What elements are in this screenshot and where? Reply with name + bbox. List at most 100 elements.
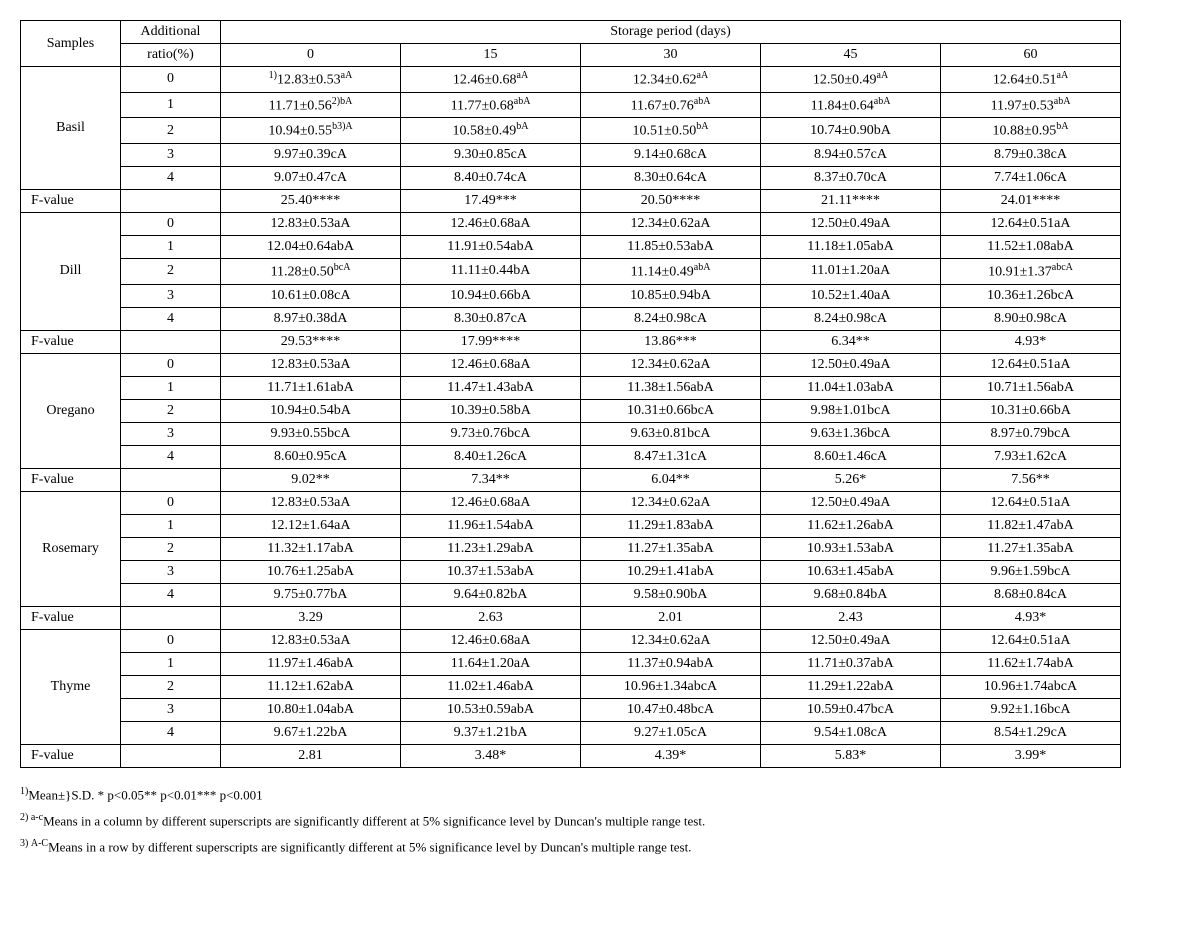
table-row: 111.71±0.562)bA11.77±0.68abA11.67±0.76ab… — [21, 92, 1121, 118]
data-cell: 10.37±1.53abA — [401, 560, 581, 583]
data-cell: 12.46±0.68aA — [401, 67, 581, 93]
data-cell: 9.75±0.77bA — [221, 583, 401, 606]
data-table: Samples Additional Storage period (days)… — [20, 20, 1121, 768]
data-cell: 8.54±1.29cA — [941, 721, 1121, 744]
table-row: 211.12±1.62abA11.02±1.46abA10.96±1.34abc… — [21, 675, 1121, 698]
fvalue-label-cell: F-value — [21, 744, 121, 767]
ratio-cell: 0 — [121, 353, 221, 376]
data-cell: 12.50±0.49aA — [761, 491, 941, 514]
footnote-1: 1)Mean±}S.D. * p<0.05** p<0.01*** p<0.00… — [20, 782, 1173, 808]
ratio-cell: 0 — [121, 629, 221, 652]
data-cell: 11.52±1.08abA — [941, 235, 1121, 258]
footnote-3-text: Means in a row by different superscripts… — [48, 840, 691, 855]
ratio-cell: 0 — [121, 491, 221, 514]
data-cell: 8.60±1.46cA — [761, 445, 941, 468]
data-cell: 9.54±1.08cA — [761, 721, 941, 744]
table-row: Thyme012.83±0.53aA12.46±0.68aA12.34±0.62… — [21, 629, 1121, 652]
sample-name-cell: Thyme — [21, 629, 121, 744]
ratio-cell: 3 — [121, 284, 221, 307]
data-cell: 10.96±1.34abcA — [581, 675, 761, 698]
footnote-3-marker: 3) — [20, 838, 31, 849]
data-cell: 11.28±0.50bcA — [221, 258, 401, 284]
data-cell: 11.29±1.22abA — [761, 675, 941, 698]
data-cell: 8.47±1.31cA — [581, 445, 761, 468]
data-cell: 8.97±0.79bcA — [941, 422, 1121, 445]
data-cell: 11.71±0.562)bA — [221, 92, 401, 118]
ratio-cell: 3 — [121, 143, 221, 166]
data-cell: 10.31±0.66bA — [941, 399, 1121, 422]
fvalue-cell: 7.56** — [941, 468, 1121, 491]
table-row: Basil01)12.83±0.53aA12.46±0.68aA12.34±0.… — [21, 67, 1121, 93]
ratio-cell: 1 — [121, 514, 221, 537]
data-cell: 11.23±1.29abA — [401, 537, 581, 560]
fvalue-cell: 7.34** — [401, 468, 581, 491]
fvalue-cell: 4.93* — [941, 606, 1121, 629]
data-cell: 12.46±0.68aA — [401, 629, 581, 652]
data-cell: 11.62±1.74abA — [941, 652, 1121, 675]
data-cell: 11.12±1.62abA — [221, 675, 401, 698]
data-cell: 12.83±0.53aA — [221, 491, 401, 514]
table-row: 48.97±0.38dA8.30±0.87cA8.24±0.98cA8.24±0… — [21, 307, 1121, 330]
data-cell: 10.52±1.40aA — [761, 284, 941, 307]
table-row: 210.94±0.55b3)A10.58±0.49bA10.51±0.50bA1… — [21, 118, 1121, 144]
data-cell: 11.37±0.94abA — [581, 652, 761, 675]
footnote-3: 3) A-CMeans in a row by different supers… — [20, 834, 1173, 860]
sample-name-cell: Rosemary — [21, 491, 121, 606]
fvalue-cell: 6.04** — [581, 468, 761, 491]
fvalue-cell: 17.99**** — [401, 330, 581, 353]
fvalue-cell: 9.02** — [221, 468, 401, 491]
footnote-3-sup: A-C — [31, 838, 48, 849]
data-cell: 9.98±1.01bcA — [761, 399, 941, 422]
ratio-cell: 0 — [121, 67, 221, 93]
data-cell: 10.47±0.48bcA — [581, 698, 761, 721]
data-cell: 7.74±1.06cA — [941, 166, 1121, 189]
table-row: 49.67±1.22bA9.37±1.21bA9.27±1.05cA9.54±1… — [21, 721, 1121, 744]
data-cell: 10.53±0.59abA — [401, 698, 581, 721]
ratio-cell: 4 — [121, 166, 221, 189]
fvalue-cell: 13.86*** — [581, 330, 761, 353]
fvalue-empty-cell — [121, 330, 221, 353]
data-cell: 12.46±0.68aA — [401, 353, 581, 376]
data-cell: 10.71±1.56abA — [941, 376, 1121, 399]
fvalue-label-cell: F-value — [21, 606, 121, 629]
fvalue-cell: 5.26* — [761, 468, 941, 491]
footnote-2-text: Means in a column by different superscri… — [43, 813, 705, 828]
data-cell: 12.64±0.51aA — [941, 353, 1121, 376]
data-cell: 10.63±1.45abA — [761, 560, 941, 583]
data-cell: 8.97±0.38dA — [221, 307, 401, 330]
fvalue-cell: 20.50**** — [581, 189, 761, 212]
data-cell: 9.96±1.59bcA — [941, 560, 1121, 583]
ratio-cell: 1 — [121, 235, 221, 258]
fvalue-row: F-value25.40****17.49***20.50****21.11**… — [21, 189, 1121, 212]
data-cell: 10.36±1.26bcA — [941, 284, 1121, 307]
ratio-cell: 2 — [121, 118, 221, 144]
table-row: 49.07±0.47cA8.40±0.74cA8.30±0.64cA8.37±0… — [21, 166, 1121, 189]
table-header: Samples Additional Storage period (days)… — [21, 21, 1121, 67]
fvalue-cell: 4.39* — [581, 744, 761, 767]
fvalue-cell: 3.99* — [941, 744, 1121, 767]
data-cell: 12.50±0.49aA — [761, 212, 941, 235]
table-row: 210.94±0.54bA10.39±0.58bA10.31±0.66bcA9.… — [21, 399, 1121, 422]
data-cell: 11.32±1.17abA — [221, 537, 401, 560]
ratio-cell: 3 — [121, 422, 221, 445]
data-cell: 12.64±0.51aA — [941, 67, 1121, 93]
fvalue-cell: 6.34** — [761, 330, 941, 353]
table-row: 211.32±1.17abA11.23±1.29abA11.27±1.35abA… — [21, 537, 1121, 560]
data-cell: 9.63±0.81bcA — [581, 422, 761, 445]
ratio-cell: 1 — [121, 376, 221, 399]
data-cell: 11.27±1.35abA — [581, 537, 761, 560]
data-cell: 8.40±0.74cA — [401, 166, 581, 189]
data-cell: 8.94±0.57cA — [761, 143, 941, 166]
data-cell: 10.74±0.90bA — [761, 118, 941, 144]
data-cell: 12.64±0.51aA — [941, 629, 1121, 652]
data-cell: 11.71±0.37abA — [761, 652, 941, 675]
footnote-2-sup: a-c — [31, 812, 43, 823]
footnotes: 1)Mean±}S.D. * p<0.05** p<0.01*** p<0.00… — [20, 782, 1173, 861]
fvalue-cell: 2.01 — [581, 606, 761, 629]
data-cell: 10.85±0.94bA — [581, 284, 761, 307]
sample-name-cell: Dill — [21, 212, 121, 330]
footnote-1-text: Mean±}S.D. * p<0.05** p<0.01*** p<0.001 — [28, 787, 262, 802]
header-day-45: 45 — [761, 44, 941, 67]
table-row: 111.97±1.46abA11.64±1.20aA11.37±0.94abA1… — [21, 652, 1121, 675]
header-ratio-line1: Additional — [121, 21, 221, 44]
